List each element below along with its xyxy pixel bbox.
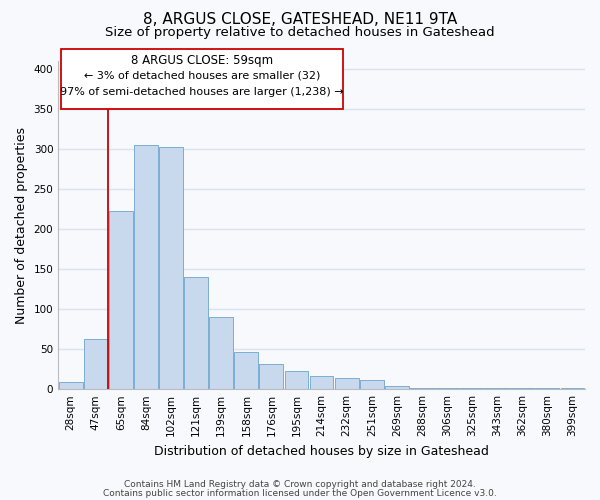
Text: Contains public sector information licensed under the Open Government Licence v3: Contains public sector information licen… [103,488,497,498]
Y-axis label: Number of detached properties: Number of detached properties [15,126,28,324]
Bar [134,145,158,389]
Text: Size of property relative to detached houses in Gateshead: Size of property relative to detached ho… [105,26,495,39]
Bar [284,371,308,389]
Bar [435,388,459,389]
Bar [84,338,108,389]
Bar [410,388,434,389]
Text: 8, ARGUS CLOSE, GATESHEAD, NE11 9TA: 8, ARGUS CLOSE, GATESHEAD, NE11 9TA [143,12,457,28]
Bar [335,378,359,389]
Bar [360,380,383,389]
FancyBboxPatch shape [61,50,343,108]
Bar [460,388,484,389]
Bar [310,376,334,389]
Text: 97% of semi-detached houses are larger (1,238) →: 97% of semi-detached houses are larger (… [60,87,344,97]
Text: Contains HM Land Registry data © Crown copyright and database right 2024.: Contains HM Land Registry data © Crown c… [124,480,476,489]
X-axis label: Distribution of detached houses by size in Gateshead: Distribution of detached houses by size … [154,444,489,458]
Bar [109,210,133,389]
Bar [235,352,258,389]
Bar [535,388,559,389]
Bar [184,277,208,389]
Bar [259,364,283,389]
Text: ← 3% of detached houses are smaller (32): ← 3% of detached houses are smaller (32) [83,71,320,81]
Text: 8 ARGUS CLOSE: 59sqm: 8 ARGUS CLOSE: 59sqm [131,54,273,68]
Bar [485,388,509,389]
Bar [385,386,409,389]
Bar [511,388,534,389]
Bar [59,382,83,389]
Bar [560,388,584,389]
Bar [159,148,183,389]
Bar [209,317,233,389]
